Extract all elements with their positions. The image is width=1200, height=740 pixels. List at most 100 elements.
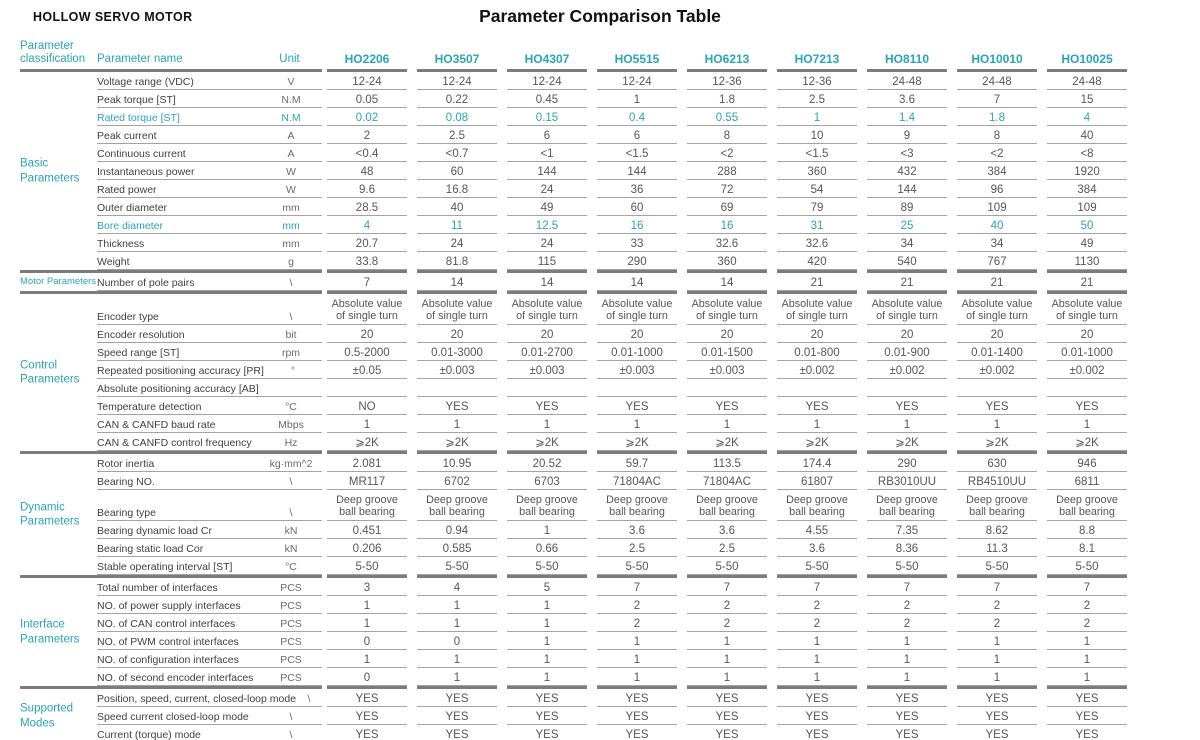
table-row: CAN & CANFD baud rate Mbps 1 1 1 1 1 1 1 1 1 (97, 415, 1132, 434)
param-value: 0.02 (327, 108, 407, 127)
group-label: Motor Parameters (20, 276, 97, 288)
param-value: YES (687, 689, 767, 708)
name-unit-cell: Encoder type \ (97, 294, 322, 326)
param-value: 1 (417, 415, 497, 434)
table-row: NO. of PWM control interfaces PCS 0 0 1 1 1 1 1 1… (97, 632, 1132, 651)
table-row: NO. of second encoder interfaces PCS 0 1 1 1 1… (97, 668, 1132, 687)
param-name: Encoder type (97, 311, 159, 324)
param-value: 767 (957, 252, 1037, 271)
param-value: 1920 (1047, 162, 1127, 181)
divider-segment (957, 270, 1037, 274)
param-value: ±0.002 (957, 361, 1037, 380)
param-name: Speed current closed-loop mode (97, 711, 249, 724)
param-unit: kN (284, 525, 298, 538)
name-unit-cell: Repeated positioning accuracy [PR] ° (97, 361, 322, 380)
param-value: 0.22 (417, 90, 497, 109)
table-row: Rotor inertia kg·mm^2 2.081 10.95 20.52 59.7 1… (97, 454, 1132, 473)
param-value: 7 (327, 273, 407, 292)
divider-segment (957, 291, 1037, 295)
param-value: 2.5 (777, 90, 857, 109)
param-name: Encoder resolution (97, 329, 185, 342)
param-value: Deep groove ball bearing (327, 490, 407, 522)
table-row: Bearing type \ Deep groove ball bearing Dee… (97, 490, 1132, 522)
param-value: 12-36 (687, 72, 767, 91)
param-value: 1 (597, 650, 677, 669)
param-name: Instantaneous power (97, 166, 195, 179)
divider-segment (417, 575, 497, 579)
param-value: 9.6 (327, 180, 407, 199)
group-divider (20, 270, 1132, 274)
param-value: 3 (327, 578, 407, 597)
group-label: Interface Parameters (20, 619, 80, 646)
param-value: ⩾2K (417, 433, 497, 452)
param-value: 49 (1047, 234, 1127, 253)
name-unit-cell: Bearing static load Cor kN (97, 539, 322, 558)
param-value: 10 (777, 126, 857, 145)
name-unit-cell: Rated torque [ST] N.M (97, 108, 322, 127)
param-value: 24 (417, 234, 497, 253)
param-value: 0.01-800 (777, 343, 857, 362)
param-value: RB4510UU (957, 472, 1037, 491)
divider-segment (507, 575, 587, 579)
divider-segment (20, 575, 322, 579)
param-value: 0.94 (417, 521, 497, 540)
table-row: CAN & CANFD control frequency Hz ⩾2K ⩾2K ⩾2K… (97, 433, 1132, 452)
param-value: 40 (957, 216, 1037, 235)
table-row: Rated torque [ST] N.M 0.02 0.08 0.15 0.4 0.55 1… (97, 108, 1132, 127)
param-value: 1 (507, 521, 587, 540)
param-value: YES (507, 689, 587, 708)
table-row: Absolute positioning accuracy [AB] (97, 379, 1132, 398)
param-name: Absolute positioning accuracy [AB] (97, 383, 259, 396)
param-value: 2 (1047, 614, 1127, 633)
param-value: 144 (507, 162, 587, 181)
param-value: YES (957, 707, 1037, 726)
param-value: 0.55 (687, 108, 767, 127)
divider-segment (1047, 291, 1127, 295)
param-value: YES (777, 397, 857, 416)
divider-segment (597, 270, 677, 274)
divider-segment (867, 686, 947, 690)
name-unit-cell: Thickness mm (97, 234, 322, 253)
name-unit-cell: Stable operating interval [ST] °C (97, 557, 322, 576)
param-value: 1 (327, 415, 407, 434)
group-interface-parameters: Interface Parameters Total number of inte… (20, 578, 1132, 687)
divider-segment (867, 575, 947, 579)
param-value: YES (327, 689, 407, 708)
name-unit-cell: Rated power W (97, 180, 322, 199)
param-value: 3.6 (777, 539, 857, 558)
name-unit-cell: Temperature detection °C (97, 397, 322, 416)
param-value: 2.081 (327, 454, 407, 473)
param-value: 0 (417, 632, 497, 651)
divider-segment (417, 69, 497, 73)
param-value: 36 (597, 180, 677, 199)
param-value: ±0.003 (417, 361, 497, 380)
divider-segment (777, 69, 857, 73)
table-row: Position, speed, current, closed-loop mo… (97, 689, 1132, 708)
divider-segment (687, 686, 767, 690)
param-value: 1.4 (867, 108, 947, 127)
param-value: ±0.002 (777, 361, 857, 380)
table-row: Temperature detection °C NO YES YES YES YES YES… (97, 397, 1132, 416)
param-value: RB3010UU (867, 472, 947, 491)
divider-segment (597, 291, 677, 295)
param-value: YES (597, 689, 677, 708)
group-control-parameters: Control Parameters Encoder type \ Absolute … (20, 294, 1132, 452)
name-unit-cell: Speed current closed-loop mode \ (97, 707, 322, 726)
param-value: 5-50 (957, 557, 1037, 576)
param-value: 20 (867, 325, 947, 344)
param-value: YES (597, 707, 677, 726)
param-value: 69 (687, 198, 767, 217)
param-value: 2 (777, 614, 857, 633)
divider-segment (597, 575, 677, 579)
param-value: 8.1 (1047, 539, 1127, 558)
param-value: Deep groove ball bearing (777, 490, 857, 522)
param-value: 6 (597, 126, 677, 145)
product-category-label: HOLLOW SERVO MOTOR (33, 10, 193, 24)
param-name: Bearing static load Cor (97, 543, 204, 556)
group-label: Basic Parameters (20, 158, 80, 185)
param-value: 1 (1047, 415, 1127, 434)
param-name: Speed range [ST] (97, 347, 180, 360)
param-value: 7 (957, 578, 1037, 597)
param-name: Bearing type (97, 507, 156, 520)
divider-segment (507, 69, 587, 73)
